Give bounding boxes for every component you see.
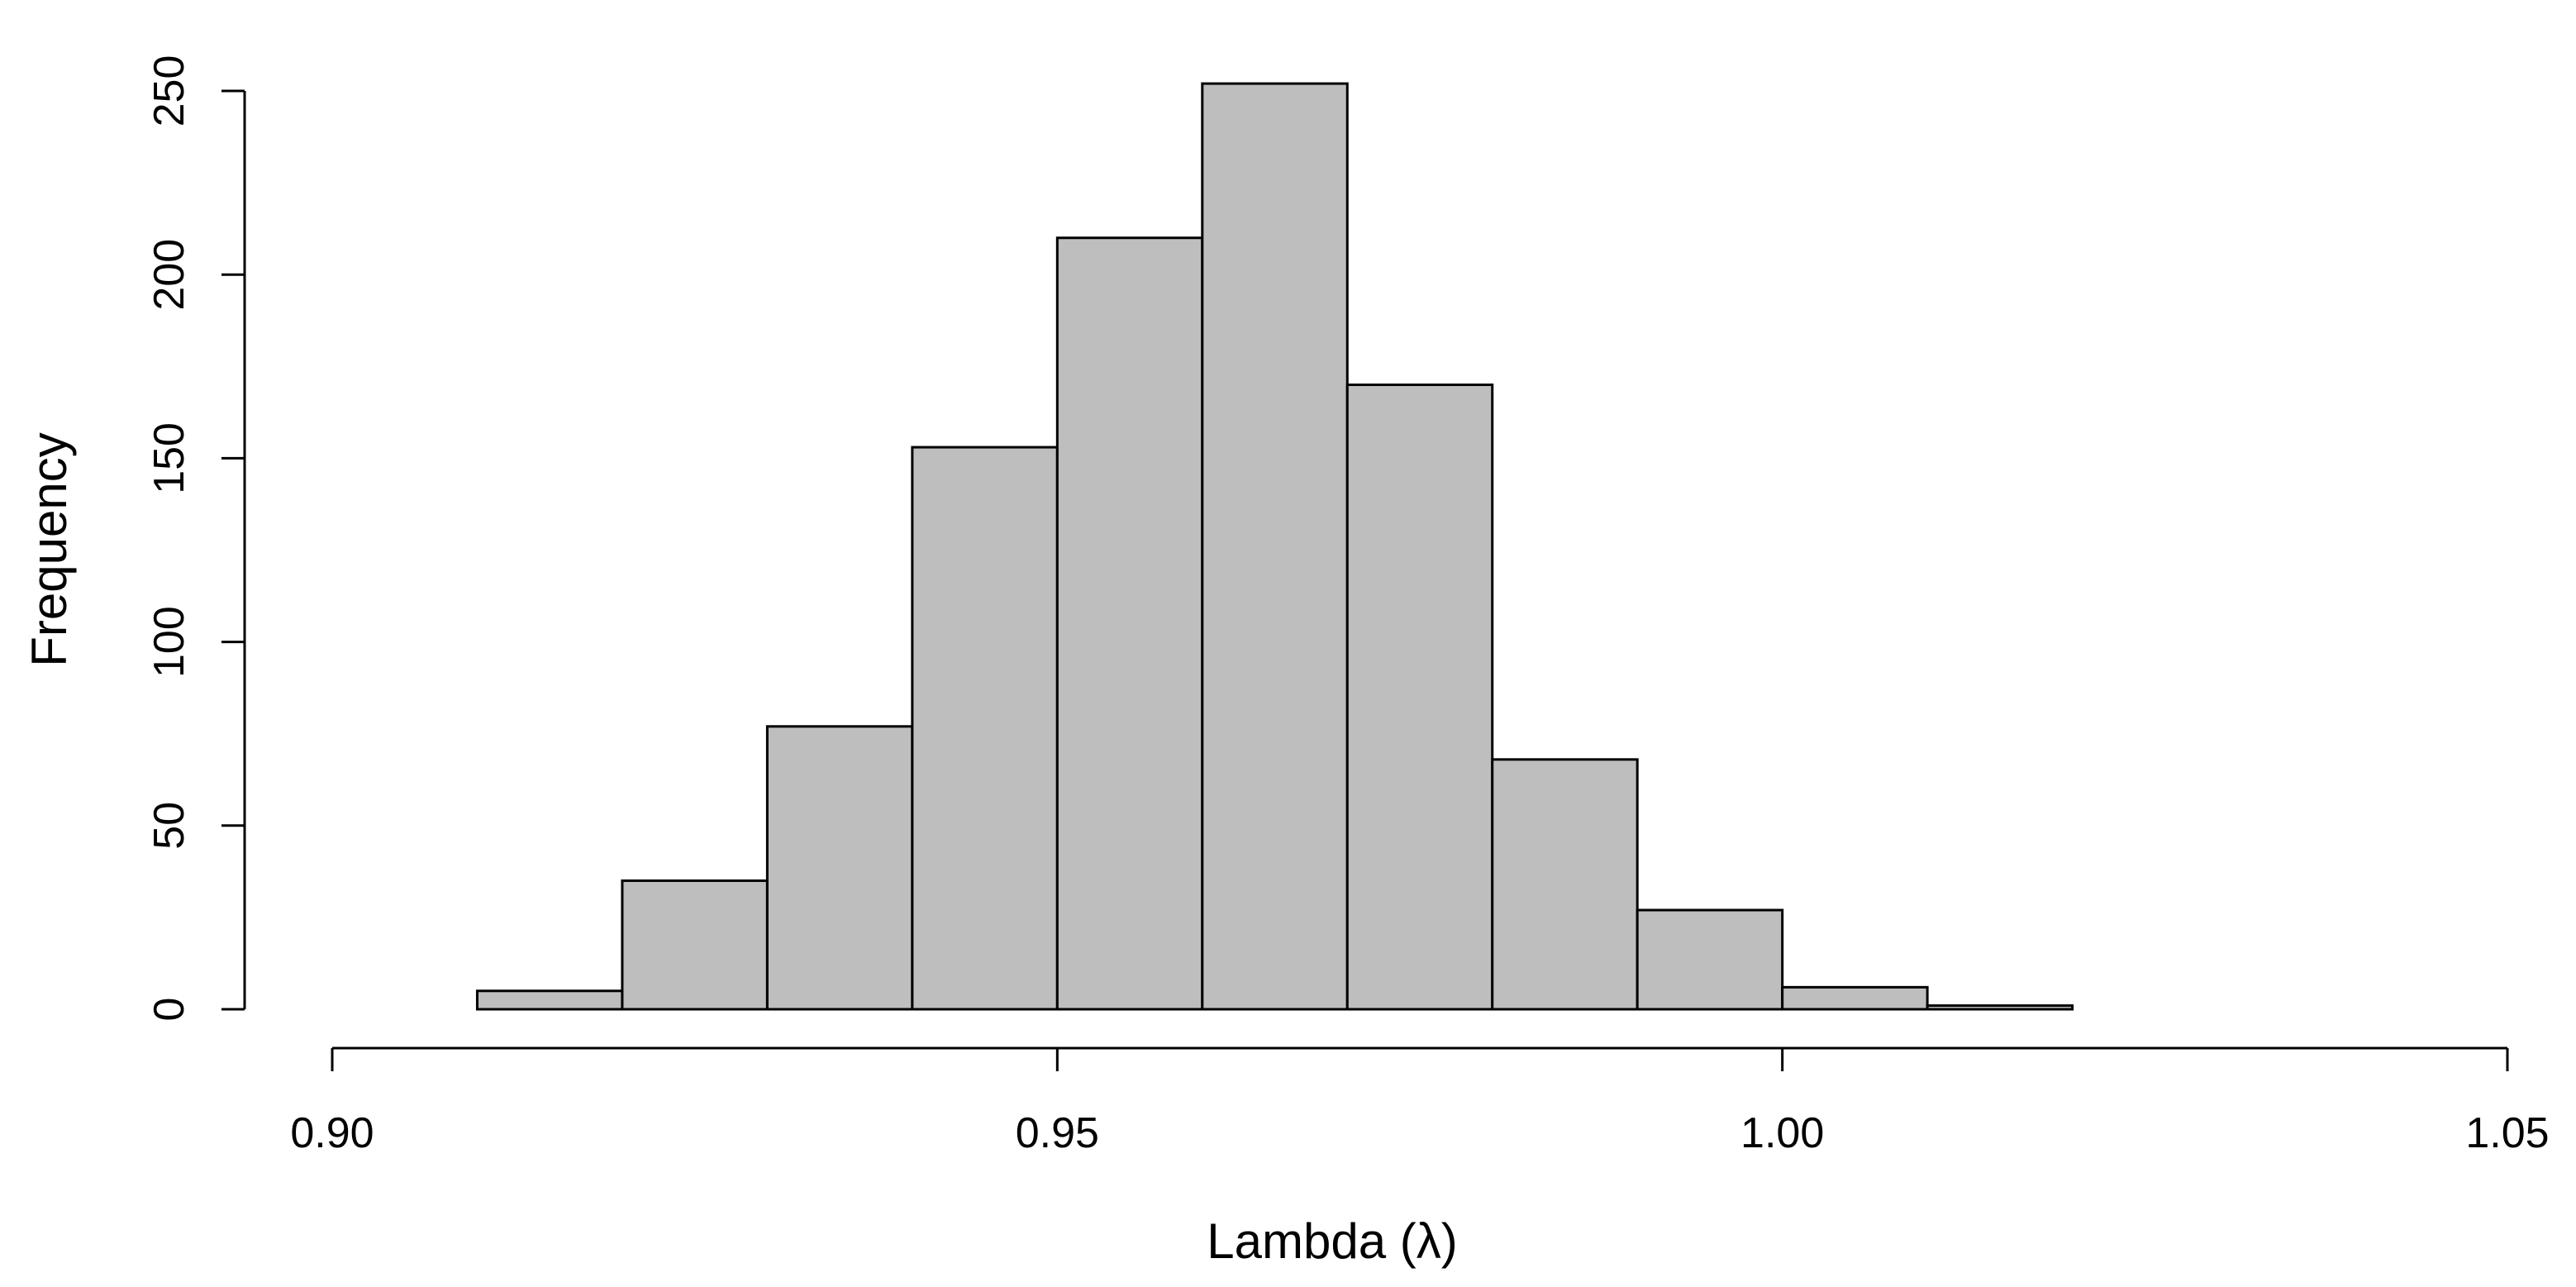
x-axis: 0.90 0.95 1.00 1.05 — [290, 1046, 2550, 1157]
histogram-bar — [1345, 384, 1494, 1011]
histogram-bar — [1926, 1004, 2074, 1011]
y-tick-label: 150 — [145, 422, 193, 494]
histogram-bar — [475, 989, 624, 1011]
x-tick-label: 0.95 — [1016, 1109, 1099, 1157]
y-axis: 0 50 100 150 200 250 — [145, 55, 246, 1022]
histogram-bar — [1491, 758, 1639, 1011]
y-tick-label: 100 — [145, 606, 193, 678]
histogram-bar — [1781, 985, 1929, 1011]
x-tick-label: 0.90 — [290, 1109, 374, 1157]
x-tick-label: 1.00 — [1740, 1109, 1824, 1157]
x-tick-label: 1.05 — [2465, 1109, 2549, 1157]
histogram-bar — [1636, 908, 1784, 1011]
histogram-bar — [1201, 82, 1349, 1011]
x-axis-title: Lambda (λ) — [1207, 1213, 1457, 1269]
bars-group — [475, 82, 2074, 1011]
y-axis-title: Frequency — [21, 432, 77, 666]
histogram-bar — [621, 879, 769, 1011]
histogram-bar — [765, 725, 914, 1011]
histogram-bar — [911, 446, 1059, 1011]
y-tick-label: 250 — [145, 55, 193, 127]
y-tick-label: 0 — [145, 998, 193, 1022]
y-tick-label: 50 — [145, 802, 193, 850]
histogram-bar — [1055, 236, 1204, 1011]
y-tick-label: 200 — [145, 239, 193, 311]
